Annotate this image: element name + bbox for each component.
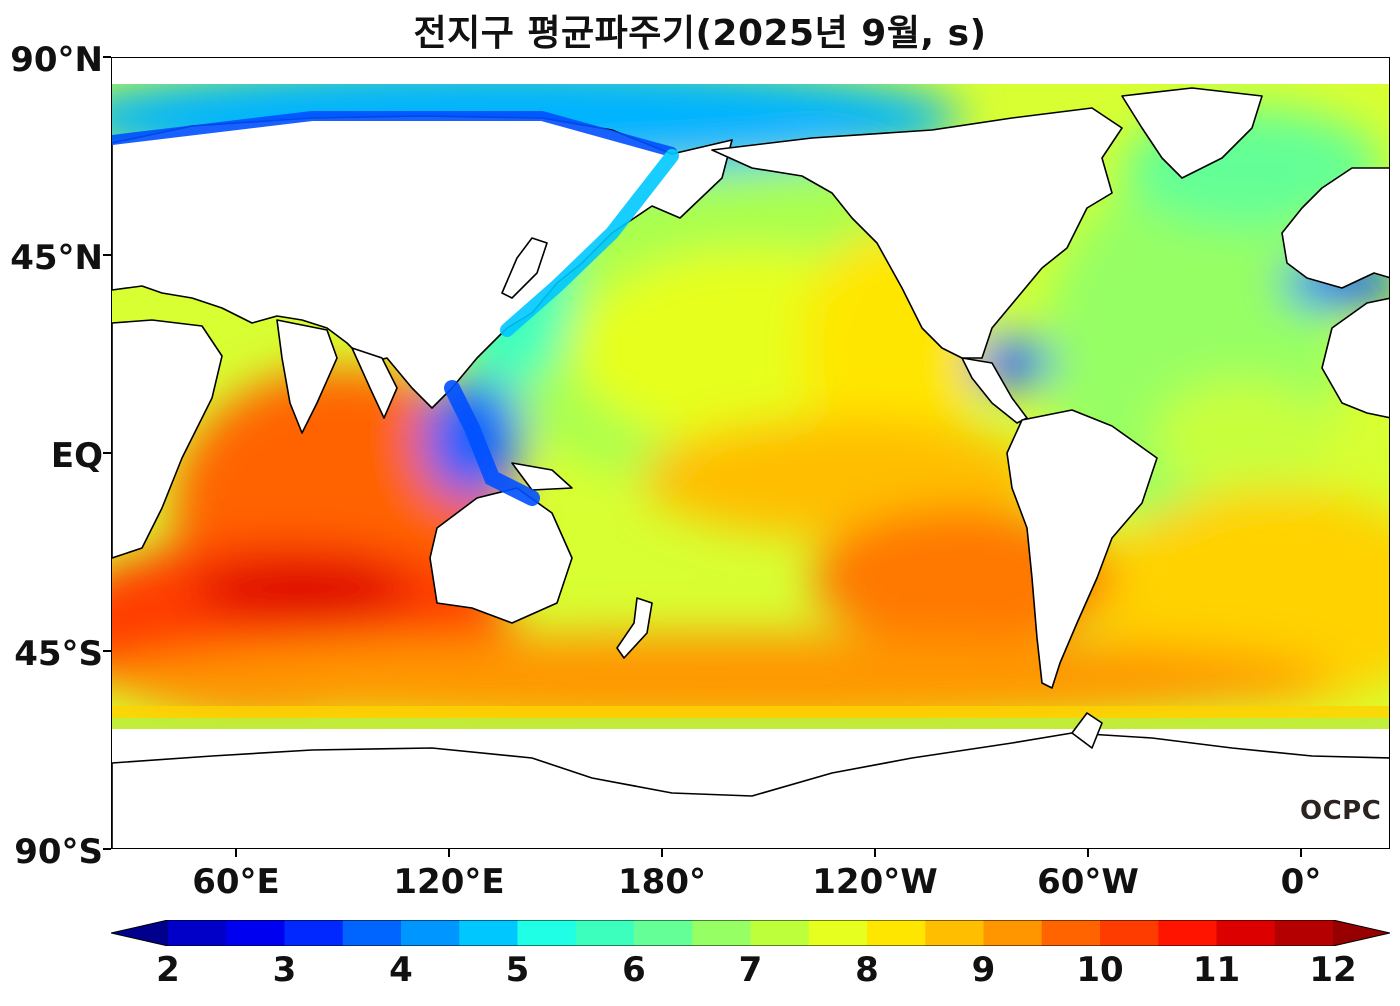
wave-period-map [112,84,1389,848]
indian-subcontinent-land [276,319,338,434]
lon-label-180: 180° [618,862,706,902]
lon-tick [874,849,876,857]
antarctic-peninsula-land [1071,712,1103,749]
colorbar-tick-label: 6 [622,950,646,990]
greenland-land [1121,87,1263,179]
colorbar-segment [226,920,285,946]
colorbar [111,920,1390,946]
colorbar-segment [517,920,577,946]
lon-label-120w: 120°W [812,862,938,902]
lon-tick [661,849,663,857]
colorbar-segment [342,920,402,946]
arctic-coast-band [112,111,677,157]
lon-tick [1300,849,1302,857]
europe-land [1281,167,1389,289]
colorbar-tick-label: 11 [1192,950,1241,990]
east-asia-coast-band [500,149,679,337]
colorbar-segment [1041,920,1101,946]
map-panel [111,57,1390,849]
colorbar-segment [983,920,1043,946]
colorbar-tick-label: 4 [389,950,413,990]
colorbar-tick-label: 10 [1076,950,1124,990]
colorbar-segment [1158,920,1217,946]
japan-land [501,237,548,299]
north-america-land [711,107,1123,359]
colorbar-segment [1100,920,1159,946]
indochina-land [351,347,398,419]
map-title: 전지구 평균파주기(2025년 9월, s) [413,13,987,54]
colorbar-segment [925,920,984,946]
colorbar-tick-label: 2 [156,950,180,990]
colorbar-tick-label: 7 [738,950,763,990]
lon-tick [235,849,237,857]
colorbar-segment [168,920,227,946]
colorbar-tick-label: 9 [971,950,996,990]
antarctica-land [112,732,1389,848]
colorbar-segment [750,920,810,946]
lat-tick [103,254,111,256]
colorbar-segment [1274,920,1334,946]
eq-pacific-field [642,418,1042,538]
lon-tick [1087,849,1089,857]
colorbar-tick-label: 8 [855,950,879,990]
sea-coast-band [444,380,540,506]
colorbar-under-arrow [111,920,168,946]
lat-tick [103,848,111,850]
ocpc-logo: OCPC [1300,796,1382,826]
colorbar-segment [284,920,344,946]
lat-tick [103,452,111,454]
colorbar-segment [692,920,751,946]
lon-label-60e: 60°E [192,862,280,902]
lat-label-45n: 45°N [10,238,103,278]
lon-label-120e: 120°E [393,862,505,902]
tropical-atlantic-field [1152,378,1332,498]
colorbar-over-arrow [1333,920,1390,946]
new-guinea-land [511,462,573,491]
colorbar-segment [1216,920,1276,946]
lat-tick [103,56,111,58]
colorbar-segment [634,920,693,946]
colorbar-segment [867,920,926,946]
lat-label-45s: 45°S [14,634,103,674]
south-america-land [1006,409,1158,689]
colorbar-segment [401,920,460,946]
lon-tick [448,849,450,857]
colorbar-tick-label: 3 [272,950,297,990]
new-zealand-land [616,597,653,659]
africa-land [112,319,223,559]
africa-west-land [1321,297,1389,419]
lat-label-90s: 90°S [14,832,103,872]
colorbar-segment [459,920,518,946]
lon-label-60w: 60°W [1037,862,1139,902]
lat-tick [103,650,111,652]
lon-label-0: 0° [1280,862,1322,902]
colorbar-segment [808,920,868,946]
south-indian-core [192,558,412,618]
colorbar-segment [575,920,635,946]
colorbar-tick-label: 12 [1309,950,1357,990]
lat-label-eq: EQ [50,436,103,476]
southern-ocean-field [112,633,1332,723]
lat-label-90n: 90°N [10,40,103,80]
colorbar-tick-label: 5 [505,950,530,990]
